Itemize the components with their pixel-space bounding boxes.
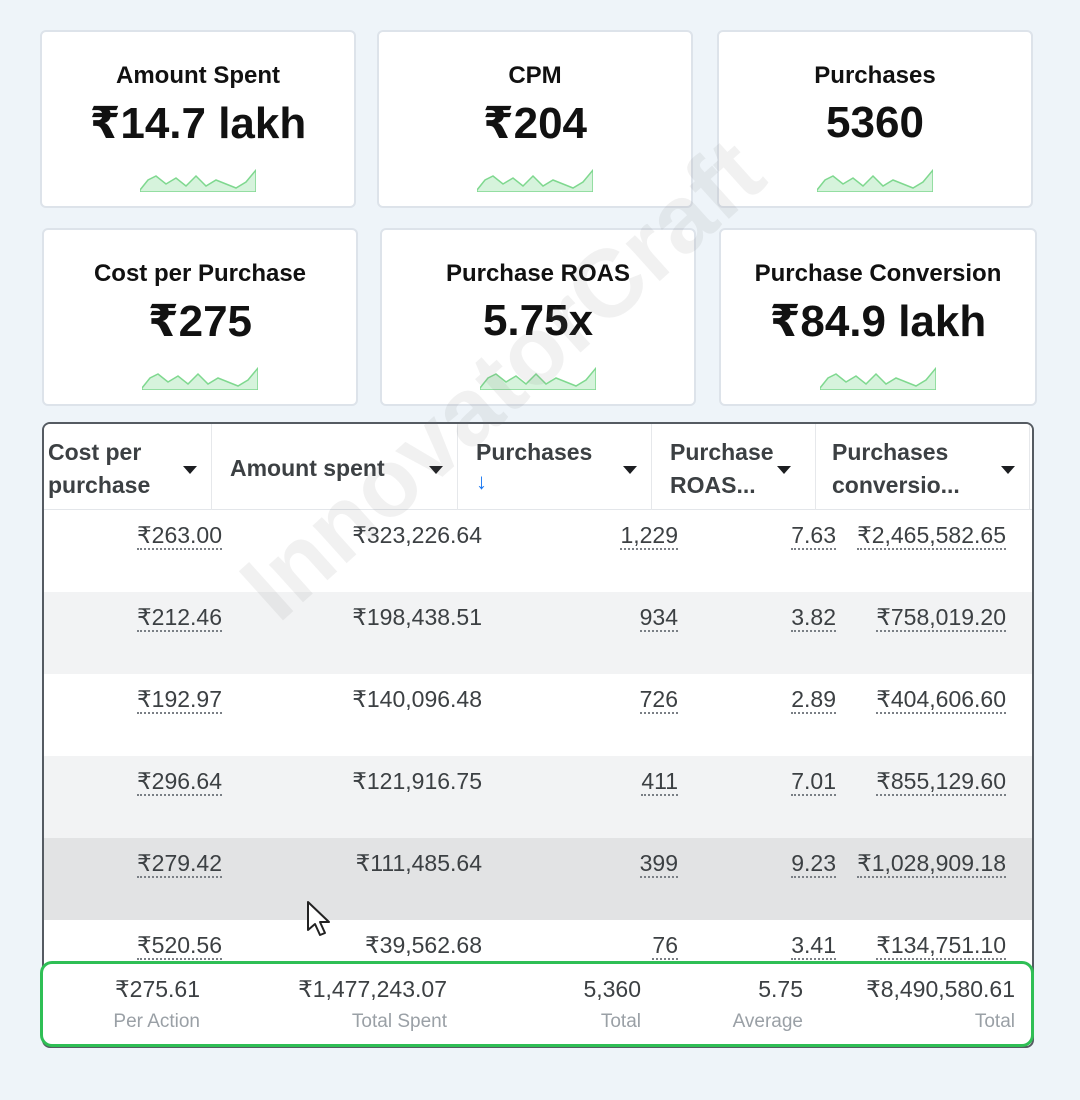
kpi-label: Amount Spent [116, 62, 280, 89]
dropdown-caret-icon[interactable] [183, 466, 197, 474]
table-cell[interactable]: ₹279.42 [137, 850, 222, 878]
sparkline-icon [817, 168, 933, 192]
dropdown-caret-icon[interactable] [1001, 466, 1015, 474]
column-header-purchases-conversion[interactable]: Purchases conversio... [816, 424, 1030, 510]
table-cell[interactable]: 1,229 [620, 522, 678, 550]
column-header-purchase-roas[interactable]: Purchase ROAS... [652, 424, 816, 510]
kpi-value: ₹14.7 lakh [89, 99, 307, 148]
kpi-card-cost-per-purchase: Cost per Purchase ₹275 [42, 228, 358, 406]
ads-data-table: Cost per purchase Amount spent Purchases… [42, 422, 1034, 1048]
table-cell: ₹39,562.68 [365, 932, 482, 958]
kpi-value: 5360 [826, 98, 924, 147]
mouse-cursor-icon [307, 901, 330, 936]
table-cell[interactable]: 7.01 [791, 768, 836, 796]
total-amount-spent: ₹1,477,243.07 Total Spent [298, 976, 447, 1032]
table-cell[interactable]: ₹192.97 [137, 686, 222, 714]
kpi-value: 5.75x [482, 296, 594, 345]
table-cell[interactable]: 726 [639, 686, 678, 714]
table-cell[interactable]: 9.23 [791, 850, 836, 878]
column-header-purchases[interactable]: Purchases ↓ [458, 424, 652, 510]
dropdown-caret-icon[interactable] [429, 466, 443, 474]
total-purchases: 5,360 Total [583, 976, 641, 1032]
total-cost-per-action: ₹275.61 Per Action [113, 976, 200, 1032]
table-row[interactable]: ₹192.97 ₹140,096.48 726 2.89 ₹404,606.60 [44, 674, 1032, 756]
table-cell[interactable]: ₹855,129.60 [876, 768, 1006, 796]
dropdown-caret-icon[interactable] [623, 466, 637, 474]
table-header: Cost per purchase Amount spent Purchases… [44, 424, 1032, 510]
kpi-label: Cost per Purchase [93, 260, 307, 287]
table-cell[interactable]: 2.89 [791, 686, 836, 714]
table-cell: ₹140,096.48 [352, 686, 482, 712]
table-cell[interactable]: ₹1,028,909.18 [857, 850, 1006, 878]
table-row[interactable]: ₹279.42 ₹111,485.64 399 9.23 ₹1,028,909.18 [44, 838, 1032, 920]
table-cell: ₹323,226.64 [352, 522, 482, 548]
kpi-label: Purchases [814, 62, 936, 89]
kpi-card-purchase-conversion: Purchase Conversion ₹84.9 lakh [719, 228, 1037, 406]
table-cell[interactable]: 7.63 [791, 522, 836, 550]
table-cell[interactable]: 76 [652, 932, 678, 960]
dropdown-caret-icon[interactable] [777, 466, 791, 474]
column-header-cost-per-purchase[interactable]: Cost per purchase [44, 424, 212, 510]
kpi-label: CPM [508, 62, 562, 89]
table-cell[interactable]: ₹212.46 [137, 604, 222, 632]
sparkline-icon [142, 366, 258, 390]
kpi-card-amount-spent: Amount Spent ₹14.7 lakh [40, 30, 356, 208]
total-purchases-conversion: ₹8,490,580.61 Total [866, 976, 1015, 1032]
totals-summary-row: ₹275.61 Per Action ₹1,477,243.07 Total S… [40, 961, 1034, 1047]
table-cell[interactable]: ₹520.56 [137, 932, 222, 960]
kpi-card-purchases: Purchases 5360 [717, 30, 1033, 208]
column-header-amount-spent[interactable]: Amount spent [212, 424, 458, 510]
table-cell: ₹198,438.51 [352, 604, 482, 630]
table-cell[interactable]: ₹404,606.60 [876, 686, 1006, 714]
table-cell: ₹111,485.64 [355, 850, 482, 876]
table-cell[interactable]: ₹263.00 [137, 522, 222, 550]
kpi-value: ₹275 [147, 297, 253, 346]
average-roas: 5.75 Average [732, 976, 803, 1032]
table-cell[interactable]: 411 [641, 768, 678, 796]
sparkline-icon [477, 168, 593, 192]
kpi-value: ₹84.9 lakh [769, 297, 987, 346]
table-cell[interactable]: ₹758,019.20 [876, 604, 1006, 632]
table-cell: ₹121,916.75 [352, 768, 482, 794]
sort-descending-icon[interactable]: ↓ [476, 469, 487, 494]
sparkline-icon [820, 366, 936, 390]
table-cell[interactable]: 934 [639, 604, 678, 632]
table-row[interactable]: ₹212.46 ₹198,438.51 934 3.82 ₹758,019.20 [44, 592, 1032, 674]
kpi-value: ₹204 [482, 99, 588, 148]
kpi-card-cpm: CPM ₹204 [377, 30, 693, 208]
table-cell[interactable]: ₹296.64 [137, 768, 222, 796]
kpi-card-purchase-roas: Purchase ROAS 5.75x [380, 228, 696, 406]
table-cell[interactable]: ₹134,751.10 [876, 932, 1006, 960]
table-cell[interactable]: 3.82 [791, 604, 836, 632]
table-cell[interactable]: 399 [639, 850, 678, 878]
sparkline-icon [480, 366, 596, 390]
sparkline-icon [140, 168, 256, 192]
table-cell[interactable]: 3.41 [791, 932, 836, 960]
table-row[interactable]: ₹263.00 ₹323,226.64 1,229 7.63 ₹2,465,582.65 [44, 510, 1032, 592]
kpi-label: Purchase Conversion [754, 260, 1002, 287]
table-cell[interactable]: ₹2,465,582.65 [857, 522, 1006, 550]
kpi-label: Purchase ROAS [445, 260, 631, 287]
table-row[interactable]: ₹296.64 ₹121,916.75 411 7.01 ₹855,129.60 [44, 756, 1032, 838]
